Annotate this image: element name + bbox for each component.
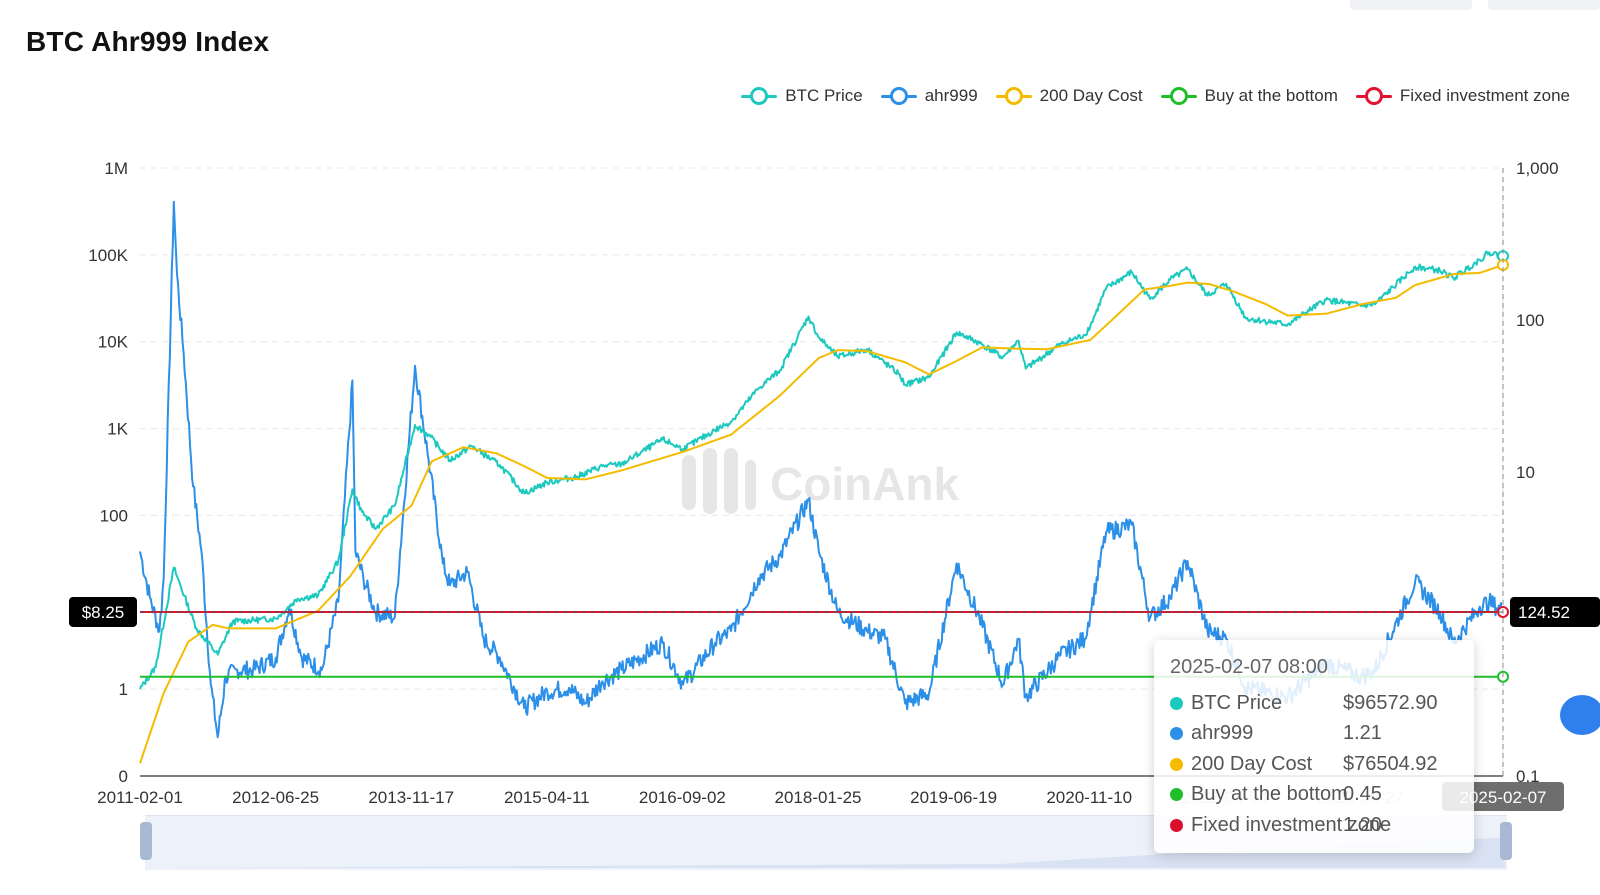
watermark-bar [703, 448, 717, 514]
legend-label: BTC Price [785, 86, 863, 105]
chart-tooltip: 2025-02-07 08:00 BTC Price $96572.90 ahr9… [1154, 640, 1474, 853]
x-tick-label: 2016-09-02 [639, 788, 726, 807]
tooltip-row: Fixed investment zone 1.20 [1170, 810, 1458, 841]
y-left-tick-label: 1K [107, 420, 128, 439]
legend-line-circle-icon [880, 86, 917, 106]
x-tick-label: 2013-11-17 [368, 788, 454, 807]
tooltip-row-value: $76504.92 [1343, 752, 1438, 775]
watermark-bar [682, 455, 696, 510]
axis-pointer-right-text: 124.52 [1518, 603, 1570, 622]
y-right-tick-label: 10 [1516, 463, 1535, 482]
x-tick-label: 2012-06-25 [232, 788, 319, 807]
chart-legend: BTC Price ahr999 200 Day Cost Buy at the… [741, 86, 1570, 106]
tooltip-row: ahr999 1.21 [1170, 719, 1458, 750]
tooltip-dot [1170, 757, 1183, 771]
axis-pointer-right-label: 124.52 [1510, 596, 1600, 627]
legend-ring [1004, 87, 1023, 105]
x-tick-label: 2019-06-19 [910, 788, 997, 807]
tooltip-dot [1170, 696, 1183, 710]
legend-item-fixed-investment-zone[interactable]: Fixed investment zone [1355, 86, 1570, 106]
legend-item-ahr999[interactable]: ahr999 [880, 86, 978, 106]
y-left-tick-label: 1M [104, 159, 128, 178]
x-tick-label: 2020-11-10 [1046, 788, 1132, 807]
axis-pointer-left-bg [69, 596, 137, 627]
axis-pointer-left-label: $8.25 [69, 596, 137, 627]
legend-label: Buy at the bottom [1204, 86, 1338, 105]
axis-pointer-left-text: $8.25 [82, 603, 125, 622]
chart-title: BTC Ahr999 Index [26, 26, 270, 57]
x-tick-label: 2018-01-25 [775, 788, 862, 807]
top-tab-left[interactable] [1350, 0, 1472, 10]
zoom-handle-right[interactable] [1500, 822, 1512, 860]
tooltip-row-value: 1.21 [1343, 722, 1382, 745]
y-right-tick-label: 100 [1516, 311, 1544, 330]
watermark-text: CoinAnk [770, 458, 960, 510]
tooltip-row-name: Fixed investment zone [1191, 813, 1392, 836]
watermark-logo: CoinAnk [682, 448, 960, 514]
y-left-tick-label: 100K [88, 246, 128, 265]
tooltip-dot [1170, 818, 1183, 832]
legend-item-200-day-cost[interactable]: 200 Day Cost [995, 86, 1143, 106]
legend-label: 200 Day Cost [1039, 86, 1143, 105]
y-right-tick-label: 1,000 [1516, 159, 1559, 178]
tooltip-dot [1170, 788, 1183, 802]
legend-label: ahr999 [924, 86, 978, 105]
y-left-tick-label: 0 [119, 767, 128, 786]
legend-line-circle-icon [1355, 86, 1392, 106]
legend-item-btc-price[interactable]: BTC Price [741, 86, 863, 106]
y-left-tick-label: 10K [98, 333, 129, 352]
legend-ring [1364, 87, 1383, 105]
legend-item-buy-at-bottom[interactable]: Buy at the bottom [1160, 86, 1338, 106]
legend-ring [750, 87, 769, 105]
series-line-btc-price [139, 250, 1504, 690]
tooltip-row-name: ahr999 [1191, 722, 1254, 745]
watermark-bar [724, 448, 738, 514]
tooltip-row-name: 200 Day Cost [1191, 752, 1313, 775]
y-left-tick-label: 1 [119, 680, 128, 699]
legend-ring [1169, 87, 1188, 105]
floating-action-button[interactable] [1560, 695, 1600, 735]
legend-line-circle-icon [741, 86, 778, 106]
tooltip-row-value: $96572.90 [1343, 691, 1438, 714]
axis-pointer-x-text: 2025-02-07 [1460, 788, 1547, 807]
series-line-200-day-cost [139, 264, 1504, 764]
legend-line-circle-icon [995, 86, 1032, 106]
top-tab-right[interactable] [1488, 0, 1600, 10]
tooltip-row-name: BTC Price [1191, 691, 1283, 714]
tooltip-row-value: 0.45 [1343, 783, 1382, 806]
legend-ring [889, 87, 908, 105]
y-left-tick-label: 100 [100, 506, 128, 525]
tooltip-row: Buy at the bottom 0.45 [1170, 780, 1458, 811]
tooltip-row: 200 Day Cost $76504.92 [1170, 749, 1458, 780]
tooltip-row-name: Buy at the bottom [1191, 783, 1348, 806]
tooltip-dot [1170, 727, 1183, 741]
tooltip-title: 2025-02-07 08:00 [1170, 656, 1328, 678]
y-right-tick-label: 0.1 [1516, 767, 1540, 786]
legend-line-circle-icon [1160, 86, 1197, 106]
x-tick-label: 2015-04-11 [504, 788, 590, 807]
x-tick-label: 2011-02-01 [97, 788, 183, 807]
legend-label: Fixed investment zone [1399, 86, 1570, 105]
slider-overview-area [146, 838, 1506, 868]
axis-pointer-right-bg [1510, 596, 1600, 627]
tooltip-row: BTC Price $96572.90 [1170, 688, 1458, 719]
tooltip-row-value: 1.20 [1343, 813, 1382, 836]
watermark-bar [745, 460, 756, 510]
zoom-handle-left[interactable] [140, 822, 152, 860]
